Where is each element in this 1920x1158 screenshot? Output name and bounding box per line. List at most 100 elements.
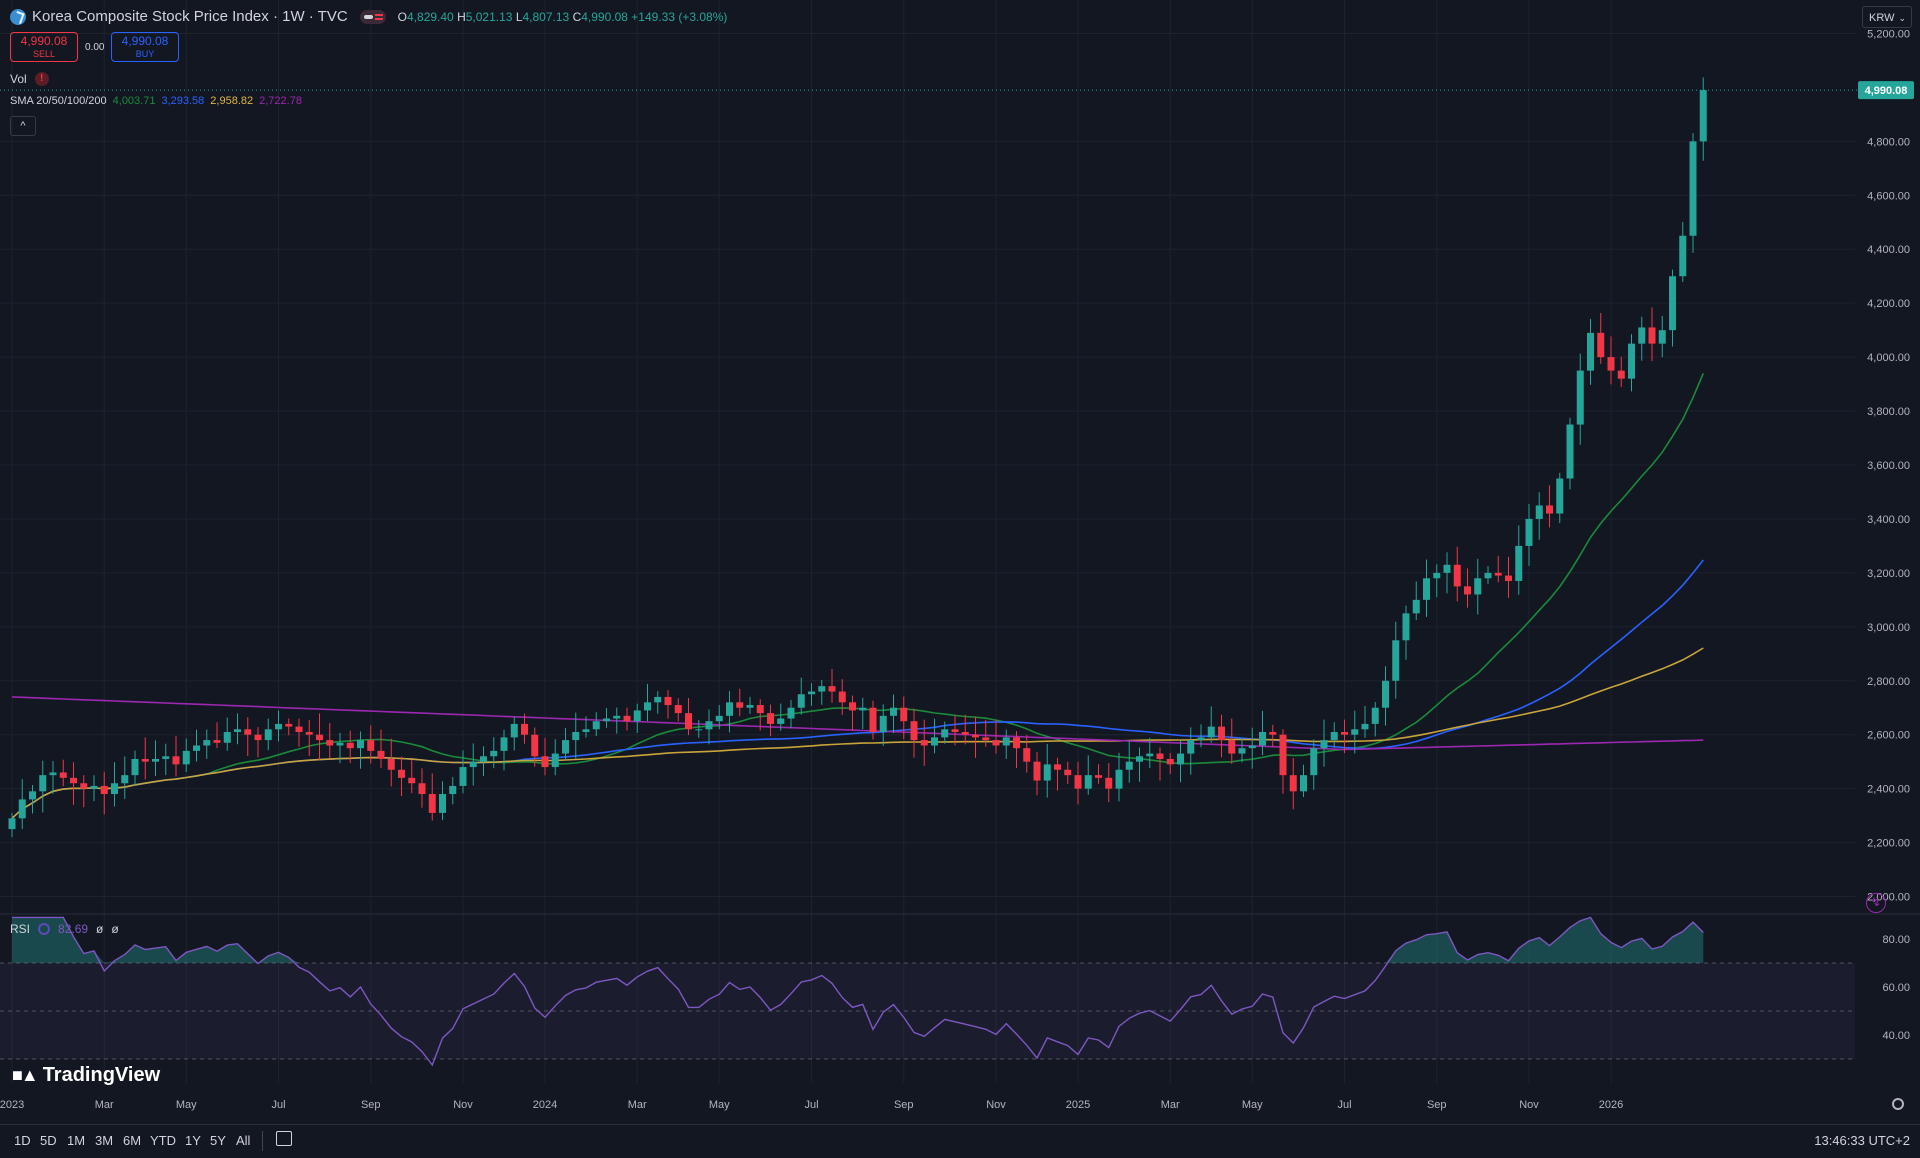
price-tick-label: 2,200.00	[1867, 838, 1910, 850]
candle-body	[992, 740, 1000, 746]
candle-body	[1679, 235, 1687, 277]
candle-body	[1617, 370, 1625, 379]
candle-body	[500, 737, 508, 751]
tf-3m[interactable]: 3M	[95, 1133, 114, 1148]
candle-body	[828, 686, 836, 692]
time-tick-label: May	[176, 1099, 197, 1111]
clock[interactable]: 13:46:33 UTC+2	[1814, 1133, 1910, 1148]
brand-text: TradingView	[42, 1064, 161, 1086]
candle-body	[418, 783, 426, 795]
candle-body	[1177, 753, 1184, 765]
candle-body	[121, 775, 129, 784]
currency-select[interactable]: KRW ⌄	[1862, 6, 1912, 28]
market-status-icon[interactable]	[359, 9, 386, 24]
candle-body	[1330, 732, 1338, 741]
candle-body	[234, 729, 241, 732]
warning-icon[interactable]: !	[34, 72, 49, 86]
candle-body	[49, 772, 57, 776]
candle-body	[1259, 732, 1266, 746]
tradingview-logo: ■▲ TradingView	[12, 1064, 160, 1087]
price-tick-label: 3,400.00	[1867, 514, 1910, 526]
candle-body	[787, 707, 795, 719]
candle-body	[182, 750, 190, 765]
candle-body	[8, 818, 16, 830]
candle-body	[1587, 332, 1594, 371]
candle-body	[592, 721, 600, 730]
time-tick-label: May	[1242, 1099, 1263, 1111]
candle-body	[326, 740, 334, 746]
price-tick-label: 5,200.00	[1867, 28, 1910, 40]
candle-body	[285, 723, 293, 727]
calendar-icon[interactable]	[276, 1131, 292, 1146]
candle-body	[316, 734, 323, 741]
tf-1d[interactable]: 1D	[14, 1133, 31, 1148]
candle-body	[377, 750, 385, 759]
time-tick-label: Jul	[804, 1099, 818, 1111]
candle-body	[736, 702, 744, 708]
buy-button[interactable]: 4,990.08 BUY	[111, 32, 179, 62]
tf-1y[interactable]: 1Y	[185, 1133, 201, 1148]
price-tick-label: 3,800.00	[1867, 406, 1910, 418]
candle-body	[490, 750, 498, 757]
sma-legend[interactable]: SMA 20/50/100/200 4,003.71 3,293.58 2,958.8…	[10, 95, 308, 107]
candle-body	[1453, 564, 1461, 587]
candle-body	[1341, 732, 1348, 735]
rsi-settings-icon[interactable]	[38, 923, 51, 935]
time-tick-label: Nov	[986, 1099, 1006, 1111]
sell-button[interactable]: 4,990.08 SELL	[10, 32, 78, 62]
candle-body	[931, 737, 938, 746]
candle-body	[1494, 572, 1502, 576]
time-tick-label: Mar	[1161, 1099, 1180, 1111]
rsi-extra-2: ø	[111, 922, 119, 936]
gear-icon[interactable]	[1892, 1098, 1904, 1110]
tf-6m[interactable]: 6M	[123, 1133, 142, 1148]
tf-1m[interactable]: 1M	[67, 1133, 86, 1148]
currency-label: KRW	[1869, 12, 1895, 24]
candle-body	[726, 702, 733, 716]
collapse-legend-button[interactable]: ^	[10, 116, 36, 136]
price-chart[interactable]: 4,990.08 5,200.00 4,800.00 4,600.00 4,400.00…	[0, 0, 1920, 1124]
low-label: L	[515, 9, 523, 24]
candle-body	[951, 729, 959, 732]
spread-value: 0.00	[85, 42, 105, 53]
volume-label: Vol	[10, 72, 27, 86]
price-tick-label: 4,400.00	[1867, 244, 1910, 256]
tf-5y[interactable]: 5Y	[210, 1133, 226, 1148]
candle-body	[1402, 613, 1410, 641]
candle-body	[603, 718, 610, 722]
tf-all[interactable]: All	[236, 1133, 251, 1148]
candle-body	[1576, 370, 1584, 425]
candle-body	[521, 723, 528, 735]
candle-body	[141, 758, 149, 762]
candle-body	[674, 705, 682, 714]
candle-body	[439, 794, 446, 813]
candle-body	[1597, 332, 1605, 358]
candle-body	[1013, 737, 1020, 749]
candle-body	[1300, 775, 1307, 792]
sma200-line	[11, 696, 1704, 751]
buy-price: 4,990.08	[121, 34, 169, 48]
candle-body	[449, 785, 457, 795]
candle-body	[890, 707, 897, 716]
tf-ytd[interactable]: YTD	[150, 1133, 176, 1148]
candle-body	[869, 707, 877, 732]
candle-body	[1218, 726, 1225, 741]
candle-body	[70, 777, 77, 784]
rsi-legend[interactable]: RSI 82.69 ø ø	[10, 922, 119, 936]
candle-body	[838, 691, 846, 703]
chart-background	[0, 0, 1920, 1124]
volume-legend[interactable]: Vol !	[10, 72, 49, 86]
symbol-title[interactable]: Korea Composite Stock Price Index · 1W ·…	[32, 8, 348, 25]
lightning-icon[interactable]: ↯	[1866, 893, 1886, 913]
candle-body	[1105, 777, 1113, 789]
candle-body	[1248, 745, 1256, 749]
candle-body	[1289, 775, 1297, 792]
candle-body	[1125, 761, 1133, 770]
open-value: 4,829.40	[407, 9, 454, 24]
candle-body	[387, 758, 395, 770]
tf-5d[interactable]: 5D	[40, 1133, 57, 1148]
buy-label: BUY	[135, 49, 155, 59]
symbol-legend: Korea Composite Stock Price Index · 1W ·…	[10, 8, 727, 25]
candle-body	[213, 740, 221, 743]
